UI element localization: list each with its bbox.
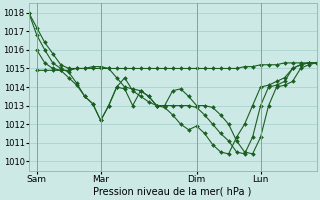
- X-axis label: Pression niveau de la mer( hPa ): Pression niveau de la mer( hPa ): [93, 187, 252, 197]
